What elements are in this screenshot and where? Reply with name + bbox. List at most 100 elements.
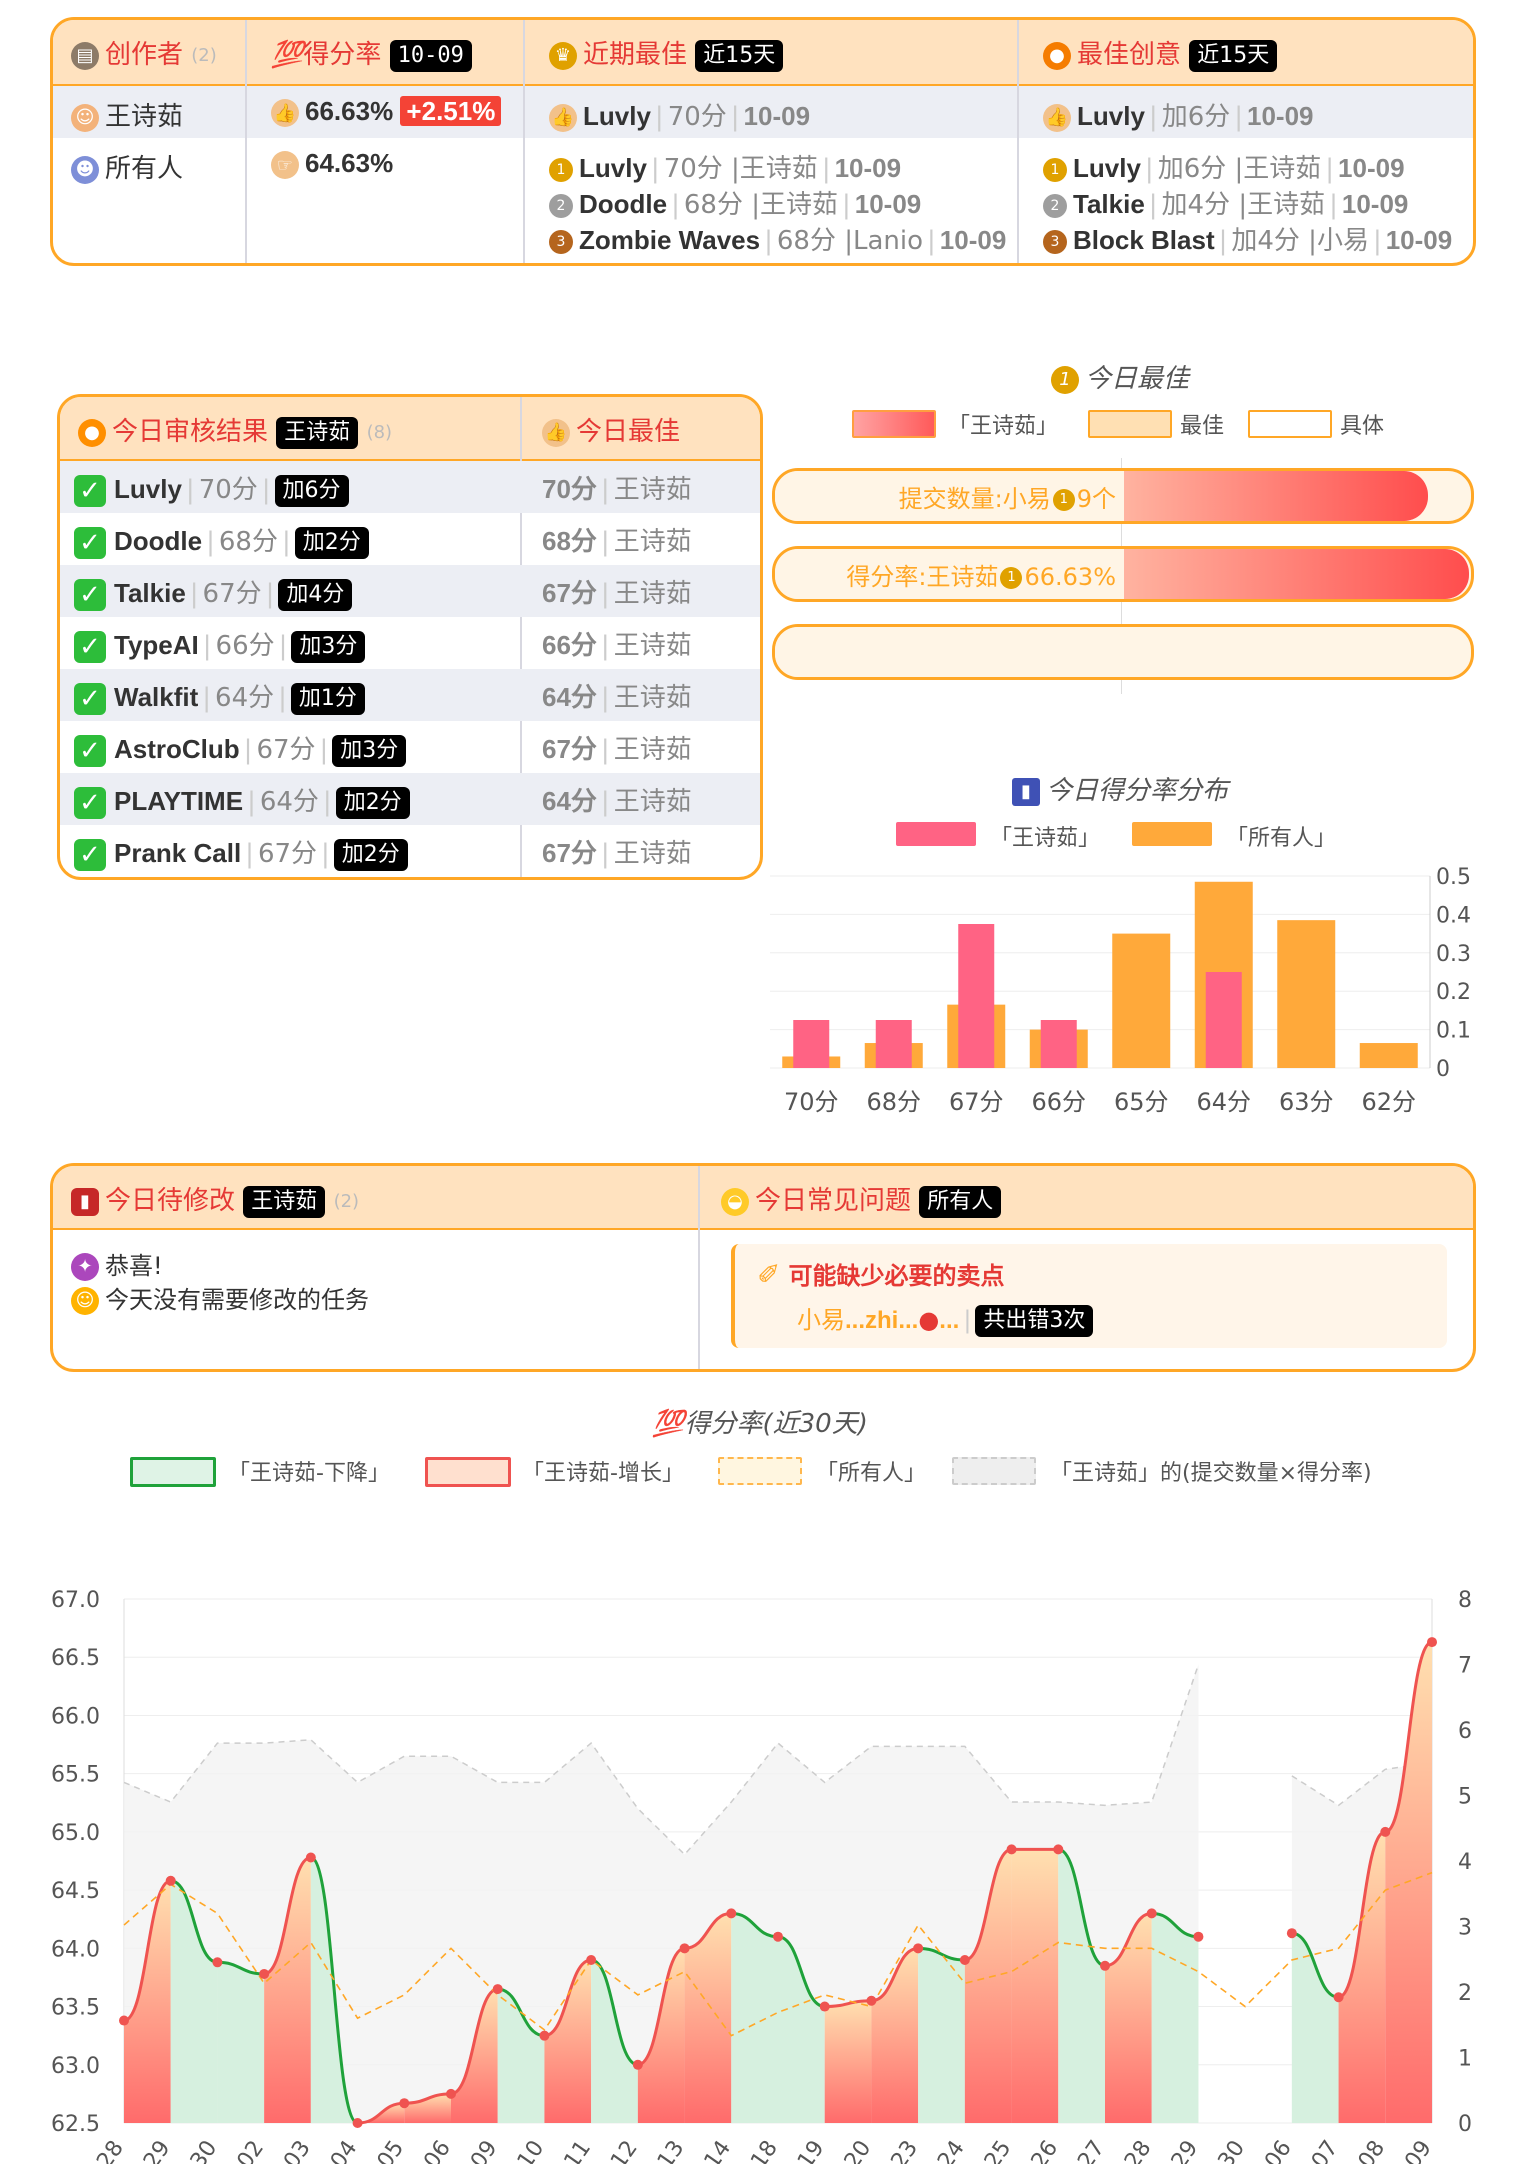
y-tick-label: 65.0 <box>51 1821 100 1846</box>
review-row[interactable]: ✓ Doodle | 68分 | 加2分 <box>74 521 369 559</box>
issue-detail: 小易...zhi...●... | 共出错3次 <box>797 1300 1094 1337</box>
best-score: 70分 <box>542 474 597 504</box>
data-point[interactable] <box>819 2001 830 2012</box>
separator: | <box>265 579 275 609</box>
x-tick-label: 08-28 <box>72 2136 129 2164</box>
separator: | <box>650 154 660 184</box>
medal-icon: 1 <box>1043 157 1067 182</box>
recent-best-item[interactable]: 2 Doodle | 68分 |王诗茹 | 10-09 <box>549 184 921 221</box>
chick-icon: ◒ <box>721 1187 749 1216</box>
creative-best-top[interactable]: 👍 Luvly | 加6分 | 10-09 <box>1043 96 1314 133</box>
check-icon: ✓ <box>74 630 106 663</box>
legend-best-label: 最佳 <box>1180 414 1225 439</box>
data-point[interactable] <box>1100 1960 1110 1971</box>
data-point[interactable] <box>726 1908 737 1919</box>
bonus-badge: 加3分 <box>332 734 407 767</box>
review-row[interactable]: ✓ AstroClub | 67分 | 加3分 <box>74 729 407 767</box>
separator: | <box>202 683 212 713</box>
data-point[interactable] <box>446 2088 456 2099</box>
review-row[interactable]: ✓ Luvly | 70分 | 加6分 <box>74 469 349 507</box>
data-point[interactable] <box>1146 1908 1157 1919</box>
data-point[interactable] <box>1333 1992 1344 2003</box>
data-point[interactable] <box>1006 1844 1017 1855</box>
review-panel: ● 今日审核结果 王诗茹 (8) 👍 今日最佳 ✓ Luvly | 70分 | 加6分 70分 |… <box>57 394 763 880</box>
faq-title: ◒ 今日常见问题 所有人 <box>721 1180 1002 1218</box>
review-title: Walkfit <box>114 682 199 712</box>
score-trend-chart: 💯得分率(近30天) 「王诗茹-下降」 「王诗茹-增长」 「所有人」 「王诗茹」… <box>0 1395 1520 2164</box>
data-point[interactable] <box>959 1954 970 1965</box>
data-point[interactable] <box>399 2098 410 2109</box>
review-best-row: 67分 | 王诗茹 <box>542 729 692 766</box>
y-tick-label: 0.3 <box>1436 942 1470 967</box>
data-point[interactable] <box>259 1968 270 1979</box>
recent-best-item[interactable]: 3 Zombie Waves | 68分 |Lanio | 10-09 <box>549 220 1006 257</box>
review-row[interactable]: ✓ Prank Call | 67分 | 加2分 <box>74 833 408 871</box>
data-point[interactable] <box>866 1995 877 2006</box>
data-point[interactable] <box>492 1984 503 1995</box>
y2-tick-label: 8 <box>1458 1588 1472 1613</box>
best-bar-label: 提交数量:小易 1 9个 <box>899 479 1116 514</box>
legend-up-label: 「王诗茹-增长」 <box>522 1461 684 1486</box>
creative-best-score: 加6分 <box>1157 154 1227 184</box>
creative-best-item[interactable]: 3 Block Blast | 加4分 |小易 | 10-09 <box>1043 220 1452 257</box>
segment-up-fill <box>451 1989 498 2123</box>
data-point[interactable] <box>305 1852 316 1863</box>
x-tick-label: 63分 <box>1279 1088 1334 1116</box>
hundred-icon: 💯 <box>652 1408 685 1438</box>
person-icon: ☺ <box>71 103 99 132</box>
segment-up-fill <box>684 1913 732 2123</box>
trophy-icon: ♛ <box>549 41 577 70</box>
data-point[interactable] <box>679 1943 690 1954</box>
review-title: Prank Call <box>114 838 242 868</box>
x-tick-label: 65分 <box>1114 1088 1169 1116</box>
recent-best-date: 10-09 <box>939 225 1007 255</box>
segment-up-line <box>964 1847 1013 1962</box>
segment-up-fill <box>264 1857 311 2123</box>
data-point[interactable] <box>1427 1637 1437 1648</box>
review-row[interactable]: ✓ PLAYTIME | 64分 | 加2分 <box>74 781 410 819</box>
creative-best-item[interactable]: 2 Talkie | 加4分 |王诗茹 | 10-09 <box>1043 184 1408 221</box>
separator: | <box>243 735 253 765</box>
recent-best-item[interactable]: 1 Luvly | 70分 |王诗茹 | 10-09 <box>549 148 901 185</box>
computer-icon: ▤ <box>71 41 99 70</box>
review-score: 67分 <box>256 735 316 765</box>
segment-down-line <box>170 1879 218 1964</box>
separator: | <box>600 683 610 713</box>
review-row[interactable]: ✓ Walkfit | 64分 | 加1分 <box>74 677 365 715</box>
data-point[interactable] <box>773 1931 783 1942</box>
pending-title: ▮ 今日待修改 王诗茹 (2) <box>71 1180 359 1218</box>
segment-down-fill <box>170 1880 218 2123</box>
data-point[interactable] <box>586 1954 597 1965</box>
recent-best-top[interactable]: 👍 Luvly | 70分 | 10-09 <box>549 96 810 133</box>
review-score: 64分 <box>259 787 319 817</box>
separator: | <box>189 579 199 609</box>
thumbs-up-icon: 👍 <box>549 103 577 132</box>
best-score: 66分 <box>542 630 597 660</box>
data-point[interactable] <box>1193 1931 1204 1942</box>
creative-best-item[interactable]: 1 Luvly | 加6分 |王诗茹 | 10-09 <box>1043 148 1405 185</box>
issue-card[interactable]: ✐ 可能缺少必要的卖点 小易...zhi...●... | 共出错3次 <box>731 1244 1447 1348</box>
segment-down-line <box>731 1911 779 1939</box>
data-point[interactable] <box>1053 1844 1064 1855</box>
separator: | <box>600 631 610 661</box>
data-point[interactable] <box>1380 1826 1391 1837</box>
data-point[interactable] <box>539 2030 550 2041</box>
review-row[interactable]: ✓ TypeAI | 66分 | 加3分 <box>74 625 366 663</box>
review-row[interactable]: ✓ Talkie | 67分 | 加4分 <box>74 573 353 611</box>
x-tick-label: 67分 <box>949 1088 1004 1116</box>
data-point[interactable] <box>212 1957 223 1968</box>
data-point[interactable] <box>913 1943 924 1954</box>
data-point[interactable] <box>632 2059 643 2070</box>
review-title: AstroClub <box>114 734 240 764</box>
separator: | <box>600 787 610 817</box>
x-tick-label: 62分 <box>1361 1088 1416 1116</box>
separator: | <box>1148 190 1158 220</box>
data-point[interactable] <box>352 2118 363 2128</box>
data-point[interactable] <box>1286 1928 1297 1939</box>
data-point[interactable] <box>165 1875 176 1886</box>
bar-all <box>1112 933 1171 1068</box>
segment-up-line <box>544 1958 592 2038</box>
check-icon: ✓ <box>74 578 106 611</box>
y-tick-label: 65.5 <box>51 1763 100 1788</box>
data-point[interactable] <box>119 2015 129 2026</box>
